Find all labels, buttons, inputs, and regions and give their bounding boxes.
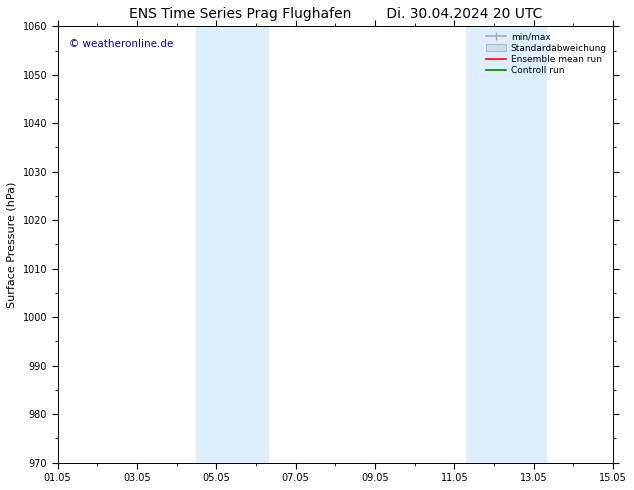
Title: ENS Time Series Prag Flughafen        Di. 30.04.2024 20 UTC: ENS Time Series Prag Flughafen Di. 30.04… [129,7,542,21]
Text: © weatheronline.de: © weatheronline.de [68,39,173,49]
Bar [467,26,546,463]
Bar [197,26,268,463]
Legend: min/max, Standardabweichung, Ensemble mean run, Controll run: min/max, Standardabweichung, Ensemble me… [484,31,609,77]
Y-axis label: Surface Pressure (hPa): Surface Pressure (hPa) [7,181,17,308]
